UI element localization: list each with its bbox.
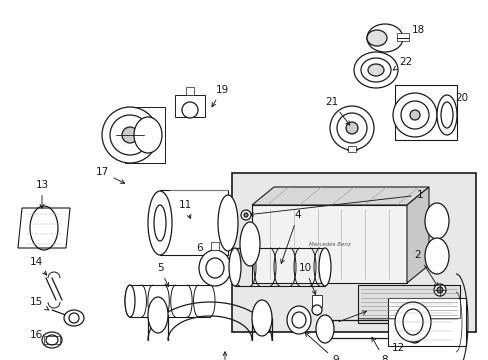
Bar [357,285,459,323]
Ellipse shape [244,213,247,217]
Text: 14: 14 [29,257,46,275]
Text: 18: 18 [401,25,424,40]
Ellipse shape [134,117,162,153]
Ellipse shape [182,102,198,118]
Ellipse shape [42,332,62,348]
Ellipse shape [353,52,397,88]
Text: 16: 16 [29,330,47,340]
Ellipse shape [311,305,321,315]
Bar [357,285,459,318]
Text: 13: 13 [35,180,48,208]
Ellipse shape [125,285,135,317]
Polygon shape [251,205,406,283]
Ellipse shape [228,248,241,286]
Text: 9: 9 [304,333,339,360]
Text: 8: 8 [371,337,387,360]
Ellipse shape [286,306,310,334]
Ellipse shape [148,191,172,255]
Ellipse shape [218,195,238,251]
Text: 3: 3 [326,311,366,330]
Ellipse shape [433,284,445,296]
Bar [44,336,60,344]
Ellipse shape [102,107,158,163]
Ellipse shape [199,250,230,286]
Ellipse shape [436,287,442,293]
Bar [394,85,456,140]
Ellipse shape [240,222,260,266]
Polygon shape [406,187,428,283]
Text: 12: 12 [390,333,406,353]
Text: 19: 19 [211,85,228,107]
Bar [231,173,475,332]
Text: 10: 10 [298,263,315,294]
Ellipse shape [148,297,168,333]
Ellipse shape [392,93,436,137]
Text: Mercedes Benz: Mercedes Benz [308,242,350,247]
Ellipse shape [424,203,448,239]
Ellipse shape [251,300,271,336]
Text: 1: 1 [249,190,423,216]
Text: 11: 11 [178,200,191,219]
Ellipse shape [436,95,456,135]
Bar [125,107,164,163]
Ellipse shape [318,248,330,286]
Text: 22: 22 [392,57,412,70]
Bar [185,87,194,95]
Ellipse shape [346,122,357,134]
Text: 15: 15 [29,297,49,310]
Polygon shape [251,187,428,205]
Ellipse shape [409,110,419,120]
Ellipse shape [64,310,84,326]
Text: 4: 4 [280,210,301,264]
Ellipse shape [366,30,386,46]
Text: 6: 6 [196,243,212,260]
Text: 5: 5 [156,263,168,287]
Ellipse shape [424,238,448,274]
Text: 2: 2 [414,250,437,287]
Ellipse shape [405,315,423,343]
Bar [175,95,204,117]
Ellipse shape [241,210,250,220]
Ellipse shape [315,315,333,343]
Bar [160,190,227,255]
Ellipse shape [366,24,402,52]
Ellipse shape [329,106,373,150]
Polygon shape [387,298,465,346]
Text: 20: 20 [447,93,468,115]
Bar [210,242,219,250]
Ellipse shape [394,302,430,342]
Bar [311,295,321,307]
Bar [347,146,355,152]
Text: 17: 17 [95,167,124,183]
Text: 7: 7 [221,352,228,360]
Bar [396,33,408,41]
Ellipse shape [367,64,383,76]
Ellipse shape [122,127,138,143]
Polygon shape [18,208,70,248]
Text: 21: 21 [325,97,349,125]
